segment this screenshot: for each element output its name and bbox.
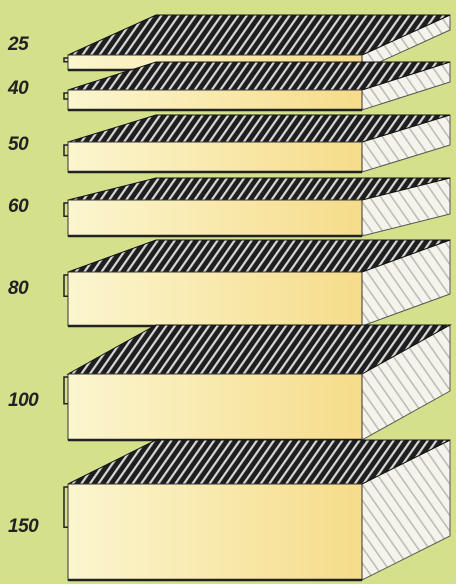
panel-core-front [67,271,363,327]
panel-joint-tongue [63,486,68,528]
panel-core-front [67,89,363,111]
panel-60 [63,177,451,238]
thickness-label-60: 60 [8,196,29,217]
thickness-label-50: 50 [8,134,29,155]
panel-joint-tongue [63,144,68,157]
panel-100 [63,324,452,442]
panel-joint-tongue [63,92,68,100]
panel-joint-tongue [63,376,68,405]
panel-joint-tongue [63,274,68,298]
thickness-label-150: 150 [8,516,39,537]
panel-joint-tongue [63,57,68,63]
panel-40 [63,61,451,112]
panel-joint-tongue [63,202,68,217]
panel-core-front [67,141,363,173]
thickness-label-25: 25 [8,34,29,55]
thickness-label-100: 100 [8,390,39,411]
panel-core-front [67,373,363,441]
panel-50 [63,114,451,174]
panel-core-front [67,483,363,581]
thickness-label-40: 40 [8,78,29,99]
panel-80 [63,239,451,328]
panel-core-front [67,199,363,237]
panel-150 [63,439,451,582]
thickness-label-80: 80 [8,278,29,299]
